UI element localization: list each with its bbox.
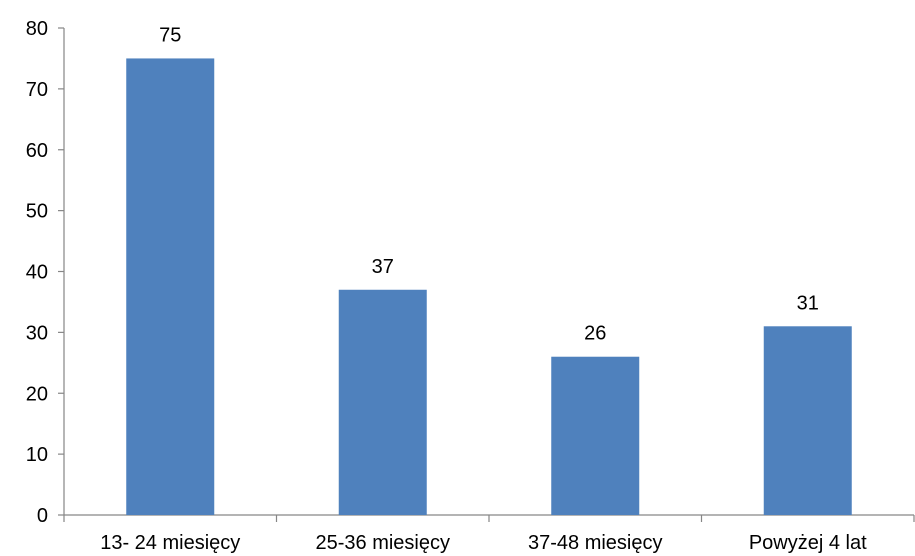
- x-tick-label: 25-36 miesięcy: [315, 532, 450, 554]
- y-tick-label: 40: [26, 262, 48, 284]
- y-tick-label: 30: [26, 322, 48, 344]
- x-tick-label: 37-48 miesięcy: [528, 532, 663, 554]
- bar: [551, 356, 640, 515]
- y-tick-label: 80: [26, 18, 48, 40]
- x-axis: 13- 24 miesięcy 25-36 miesięcy 37-48 miesi…: [63, 514, 915, 554]
- y-tick-label: 10: [26, 444, 48, 466]
- data-label: 75: [159, 24, 181, 46]
- bar: [763, 326, 852, 515]
- y-tick-label: 20: [26, 383, 48, 405]
- y-axis: 0 10 20 30 40 50 60 70 80: [26, 18, 65, 527]
- y-tick-label: 50: [26, 201, 48, 223]
- y-tick-label: 0: [37, 505, 48, 527]
- y-tick-label: 70: [26, 79, 48, 101]
- bars: [126, 58, 852, 515]
- y-tick-label: 60: [26, 140, 48, 162]
- x-tick-label: Powyżej 4 lat: [749, 532, 867, 554]
- bar: [126, 58, 215, 515]
- data-label: 26: [584, 323, 606, 345]
- data-labels: 75 37 26 31: [159, 24, 819, 344]
- x-tick-label: 13- 24 miesięcy: [100, 532, 240, 554]
- bar: [338, 289, 427, 515]
- data-label: 31: [797, 292, 819, 314]
- data-label: 37: [372, 256, 394, 278]
